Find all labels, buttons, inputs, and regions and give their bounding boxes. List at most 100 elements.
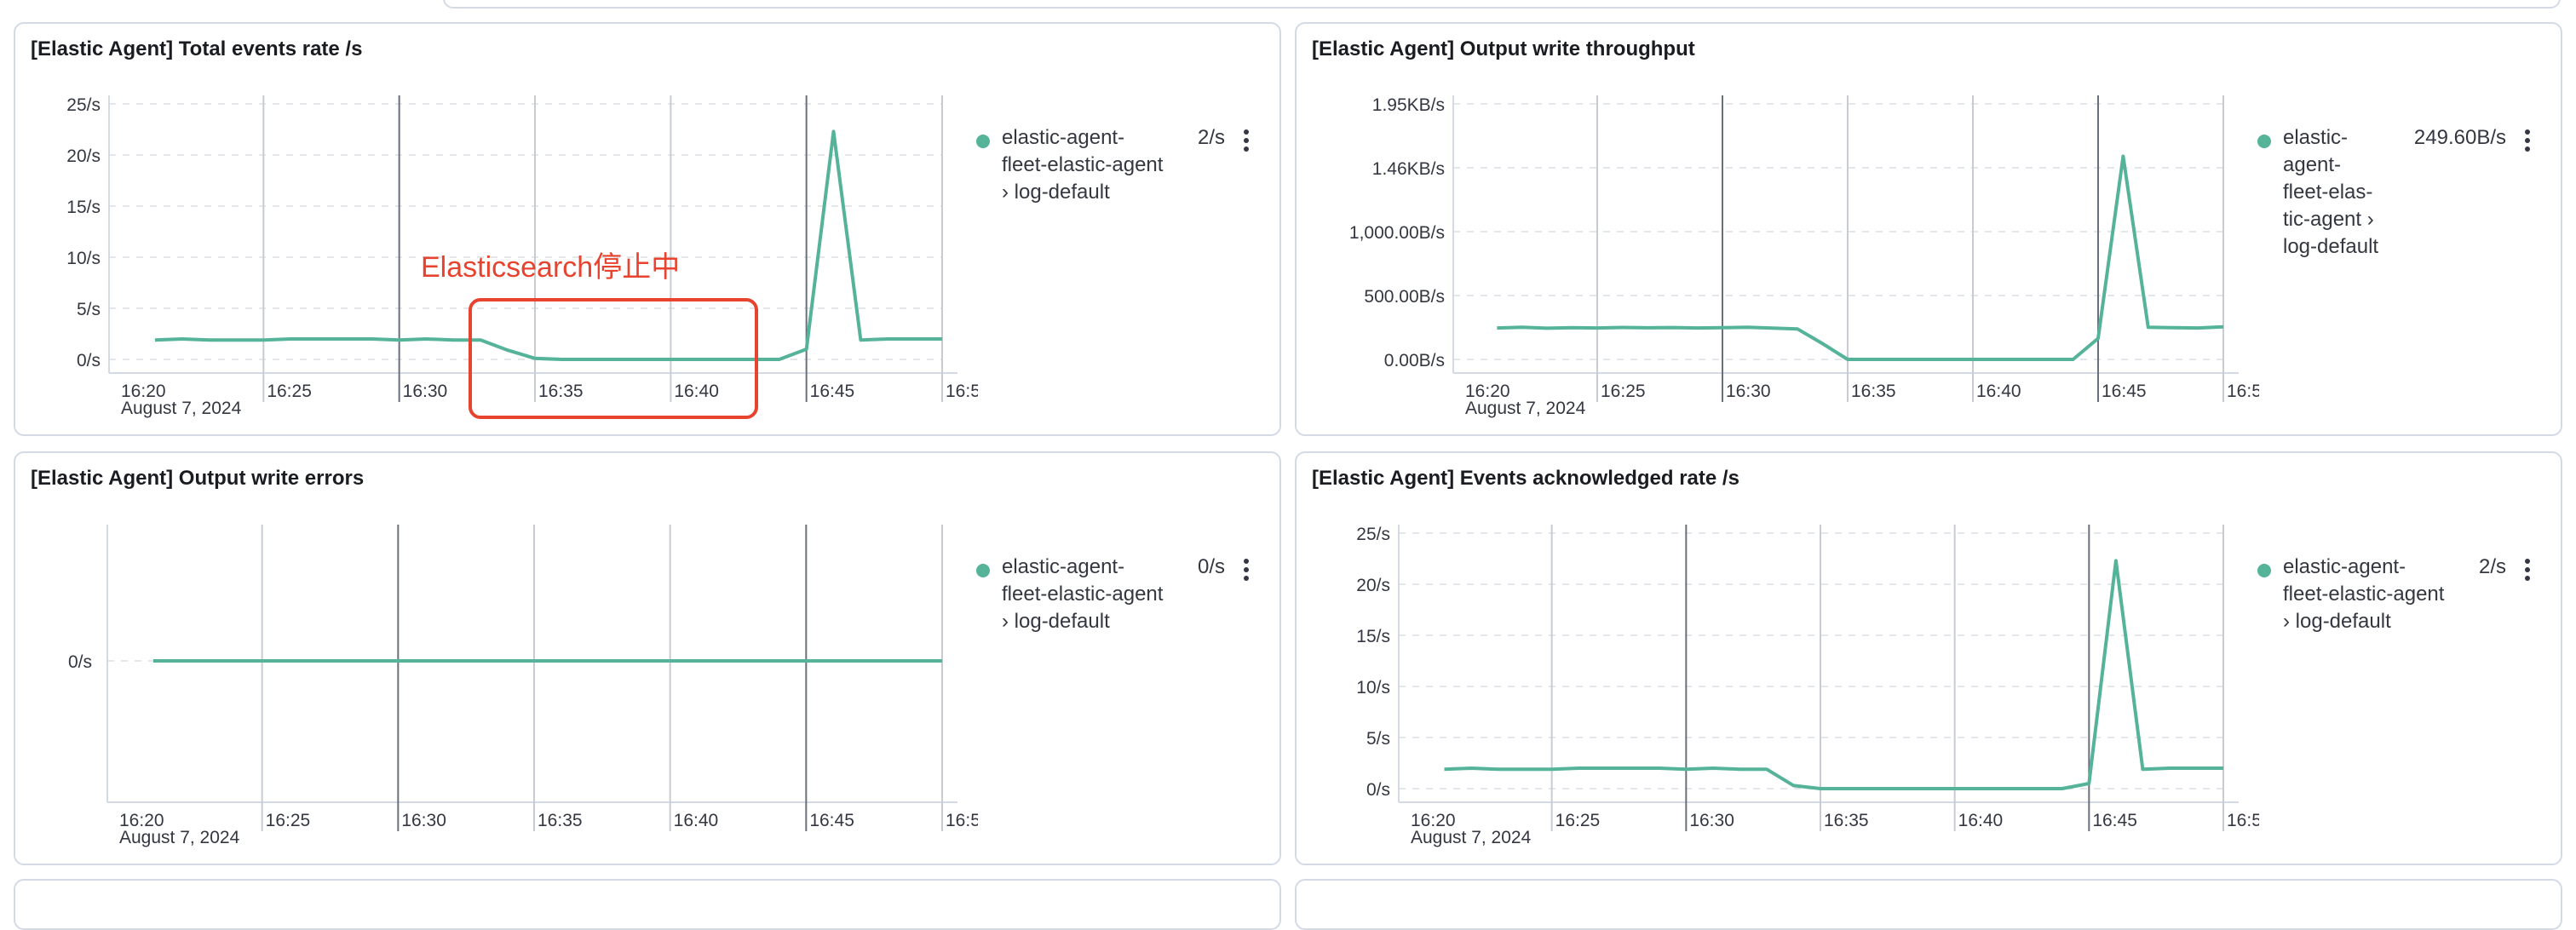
y-tick-label: 15/s bbox=[66, 198, 101, 217]
x-date-label: August 7, 2024 bbox=[1465, 399, 1586, 418]
legend-series-name[interactable]: elastic-agent- fleet-elastic-agent › log… bbox=[1002, 554, 1163, 635]
annotation-label: Elasticsearch停止中 bbox=[421, 251, 681, 284]
line-chart[interactable]: 0/s 5/s 10/s 15/s 20/s 25/s 16:20 16:25 16:30 16:… bbox=[15, 24, 978, 436]
x-date-label: August 7, 2024 bbox=[119, 828, 240, 847]
x-tick-label: 16:50 bbox=[946, 811, 978, 830]
panel-total-events-rate: [Elastic Agent] Total events rate /s 0/s… bbox=[14, 22, 1281, 436]
x-tick-label: 16:35 bbox=[1824, 811, 1869, 830]
x-tick-label: 16:40 bbox=[1976, 382, 2021, 401]
panel-title: [Elastic Agent] Total events rate /s bbox=[31, 37, 363, 60]
panel-title: [Elastic Agent] Events acknowledged rate… bbox=[1312, 467, 1739, 490]
line-chart[interactable]: 0/s 5/s 10/s 15/s 20/s 25/s 16:20 16:25 16:30 16:… bbox=[1297, 453, 2259, 865]
legend-series-name[interactable]: elastic-agent- fleet-elastic-agent › log… bbox=[2283, 554, 2444, 635]
y-tick-label: 15/s bbox=[1356, 627, 1390, 646]
x-tick-label: 16:35 bbox=[1851, 382, 1896, 401]
legend: elastic-agent- fleet-elastic-agent › log… bbox=[2257, 531, 2561, 642]
panel-events-acknowledged-rate: [Elastic Agent] Events acknowledged rate… bbox=[1295, 451, 2562, 865]
annotation-highlight-box bbox=[469, 298, 758, 419]
vertical-dots-icon[interactable] bbox=[2523, 559, 2532, 581]
series-line bbox=[1497, 154, 2224, 361]
legend: elastic- agent- fleet-elas- tic-agent › … bbox=[2257, 102, 2561, 258]
x-tick-label: 16:25 bbox=[267, 382, 312, 401]
y-tick-label: 1.46KB/s bbox=[1372, 159, 1445, 179]
legend-name-line: elastic- bbox=[2283, 126, 2349, 149]
legend-name-line: tic-agent › bbox=[2283, 208, 2374, 231]
x-tick-label: 16:25 bbox=[1601, 382, 1646, 401]
y-tick-label: 10/s bbox=[1356, 678, 1390, 698]
legend-name-line: elastic-agent- bbox=[2283, 555, 2406, 578]
y-tick-label: 20/s bbox=[66, 146, 101, 166]
line-chart[interactable]: 0/s 16:20 16:25 16:30 16:35 16:40 16:45 16:50 Au… bbox=[15, 453, 978, 865]
vertical-dots-icon[interactable] bbox=[2523, 129, 2532, 152]
series-line bbox=[1444, 559, 2223, 790]
legend-name-line: fleet-elastic-agent bbox=[1002, 153, 1164, 176]
x-tick-label: 16:20 bbox=[1465, 382, 1510, 401]
x-tick-label: 16:30 bbox=[401, 811, 446, 830]
legend-series-dot bbox=[976, 135, 990, 148]
x-tick-label: 16:40 bbox=[674, 382, 719, 401]
legend-series-dot bbox=[2257, 564, 2271, 577]
legend-series-name[interactable]: elastic- agent- fleet-elas- tic-agent › … bbox=[2283, 124, 2378, 261]
x-tick-label: 16:25 bbox=[1555, 811, 1601, 830]
y-tick-label: 500.00B/s bbox=[1364, 287, 1445, 307]
legend-series-value: 0/s bbox=[1197, 555, 1225, 578]
legend-series-name[interactable]: elastic-agent- fleet-elastic-agent › log… bbox=[1002, 124, 1163, 206]
legend-name-line: fleet-elastic-agent bbox=[1002, 583, 1164, 606]
x-tick-label: 16:30 bbox=[1726, 382, 1771, 401]
vertical-dots-icon[interactable] bbox=[1242, 559, 1251, 581]
line-chart[interactable]: 0.00B/s 500.00B/s 1,000.00B/s 1.46KB/s 1.95K… bbox=[1297, 24, 2259, 436]
x-tick-label: 16:20 bbox=[119, 811, 164, 830]
legend-name-line: › log-default bbox=[1002, 610, 1110, 633]
legend-name-line: elastic-agent- bbox=[1002, 126, 1125, 149]
x-tick-label: 16:20 bbox=[1411, 811, 1456, 830]
legend-name-line: › log-default bbox=[1002, 181, 1110, 204]
legend-name-line: elastic-agent- bbox=[1002, 555, 1125, 578]
panel-title: [Elastic Agent] Output write throughput bbox=[1312, 37, 1695, 60]
x-tick-label: 16:50 bbox=[2227, 382, 2259, 401]
y-tick-label: 0/s bbox=[1366, 780, 1390, 800]
legend-series-dot bbox=[2257, 135, 2271, 148]
y-tick-label: 10/s bbox=[66, 249, 101, 268]
x-date-label: August 7, 2024 bbox=[121, 399, 242, 418]
legend-name-line: log-default bbox=[2283, 235, 2379, 258]
legend: elastic-agent- fleet-elastic-agent › log… bbox=[976, 102, 1279, 213]
y-tick-label: 5/s bbox=[1366, 729, 1390, 749]
legend: elastic-agent- fleet-elastic-agent › log… bbox=[976, 531, 1279, 642]
panel-next-partial bbox=[1295, 879, 2562, 930]
x-tick-label: 16:35 bbox=[538, 382, 584, 401]
x-tick-label: 16:25 bbox=[266, 811, 311, 830]
legend-name-line: fleet-elas- bbox=[2283, 181, 2373, 204]
y-tick-label: 20/s bbox=[1356, 576, 1390, 595]
y-tick-label: 0.00B/s bbox=[1384, 351, 1445, 370]
y-tick-label: 25/s bbox=[66, 95, 101, 115]
panel-next-partial bbox=[14, 879, 1281, 930]
x-tick-label: 16:40 bbox=[674, 811, 719, 830]
panel-output-write-errors: [Elastic Agent] Output write errors 0/s 1… bbox=[14, 451, 1281, 865]
y-tick-label: 1,000.00B/s bbox=[1349, 223, 1445, 243]
panel-output-write-throughput: [Elastic Agent] Output write throughput … bbox=[1295, 22, 2562, 436]
legend-series-value: 249.60B/s bbox=[2413, 126, 2506, 149]
y-tick-label: 1.95KB/s bbox=[1372, 95, 1445, 115]
vertical-dots-icon[interactable] bbox=[1242, 129, 1251, 152]
legend-series-dot bbox=[976, 564, 990, 577]
panel-title: [Elastic Agent] Output write errors bbox=[31, 467, 365, 490]
x-tick-label: 16:20 bbox=[121, 382, 166, 401]
legend-series-value: 2/s bbox=[2478, 555, 2506, 578]
y-tick-label: 0/s bbox=[68, 652, 92, 672]
x-tick-label: 16:30 bbox=[403, 382, 448, 401]
series-line bbox=[154, 129, 942, 361]
x-tick-label: 16:45 bbox=[2102, 382, 2147, 401]
x-tick-label: 16:45 bbox=[810, 382, 855, 401]
x-tick-label: 16:45 bbox=[2092, 811, 2137, 830]
previous-panel-edge bbox=[443, 0, 2561, 9]
x-tick-label: 16:50 bbox=[946, 382, 978, 401]
y-tick-label: 25/s bbox=[1356, 525, 1390, 544]
x-date-label: August 7, 2024 bbox=[1411, 828, 1532, 847]
legend-name-line: agent- bbox=[2283, 153, 2342, 176]
x-tick-label: 16:45 bbox=[809, 811, 854, 830]
legend-series-value: 2/s bbox=[1197, 126, 1225, 149]
x-tick-label: 16:30 bbox=[1689, 811, 1734, 830]
x-tick-label: 16:40 bbox=[1958, 811, 2004, 830]
x-tick-label: 16:50 bbox=[2227, 811, 2259, 830]
legend-name-line: fleet-elastic-agent bbox=[2283, 583, 2445, 606]
